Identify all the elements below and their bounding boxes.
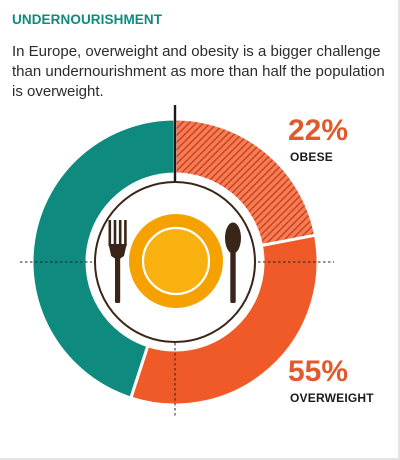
plate-icon [129,214,223,308]
obese-label: OBESE [290,150,334,164]
overweight-percent: 55% [288,355,349,388]
donut-slices [30,117,320,407]
slice-overweight-other [128,233,320,407]
spoon-icon [225,222,241,303]
fork-icon [108,220,127,303]
chart-subtitle: In Europe, overweight and obesity is a b… [12,43,385,100]
slice-remaining [30,117,177,400]
obese-percent: 22% [288,114,349,147]
overweight-label: OVERWEIGHT [290,391,374,405]
chart-title: UNDERNOURISHMENT [12,12,163,27]
